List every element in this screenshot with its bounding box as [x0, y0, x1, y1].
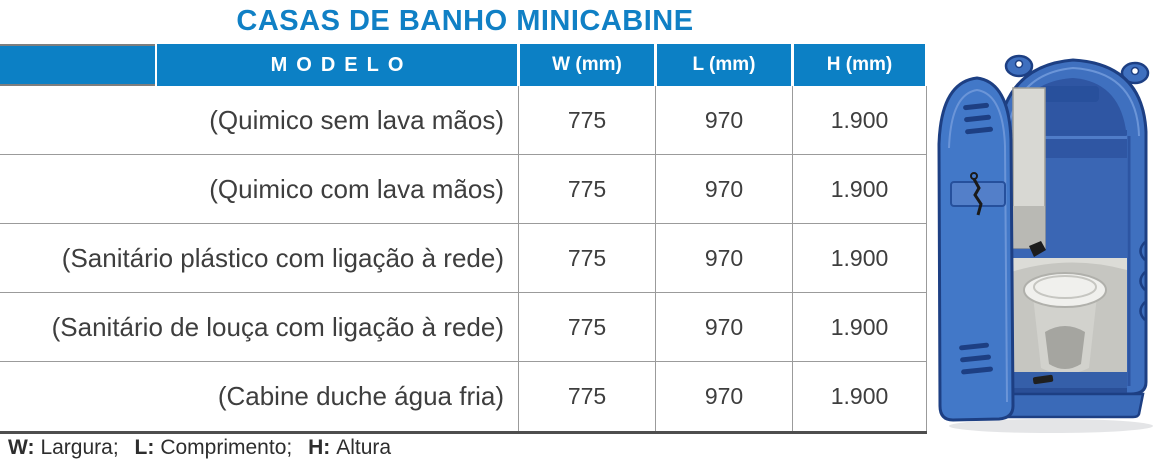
h-cell: 1.900 — [792, 86, 927, 154]
table-row: (Quimico sem lava mãos) 775 970 1.900 — [0, 86, 927, 155]
table-row: (Sanitário plástico com ligação à rede) … — [0, 224, 927, 293]
l-cell: 970 — [655, 86, 792, 154]
spec-table-body: (Quimico sem lava mãos) 775 970 1.900 (Q… — [0, 86, 927, 434]
header-cell-modelo: MODELO — [157, 44, 517, 86]
door-latch-icon — [950, 172, 1006, 216]
model-cell: (Sanitário de louça com ligação à rede) — [51, 311, 504, 342]
h-cell: 1.900 — [792, 362, 927, 431]
header-cell-w: W (mm) — [520, 44, 654, 86]
w-cell: 775 — [518, 155, 655, 223]
w-cell: 775 — [518, 86, 655, 154]
model-cell: (Quimico sem lava mãos) — [209, 104, 504, 135]
h-cell: 1.900 — [792, 155, 927, 223]
header-cell-l: L (mm) — [657, 44, 791, 86]
legend-l-text: Comprimento; — [160, 436, 293, 459]
l-cell: 970 — [655, 224, 792, 292]
model-cell: (Cabine duche água fria) — [217, 381, 504, 411]
h-cell: 1.900 — [792, 224, 927, 292]
l-cell: 970 — [655, 293, 792, 361]
legend-l-label: L: — [134, 436, 155, 459]
legend-h-label: H: — [308, 436, 331, 459]
water-tank-icon — [1012, 87, 1046, 257]
h-cell: 1.900 — [792, 293, 927, 361]
minicabine-photo — [937, 54, 1153, 433]
door-vents-top-icon — [963, 102, 993, 135]
header-left-segment — [0, 44, 155, 86]
legend-w-label: W: — [8, 436, 35, 459]
table-row: (Quimico com lava mãos) 775 970 1.900 — [0, 155, 927, 224]
legend: W: Largura; L: Comprimento; H: Altura — [8, 436, 401, 460]
cabin-door — [937, 76, 1015, 422]
w-cell: 775 — [518, 362, 655, 431]
header-cell-h: H (mm) — [794, 44, 925, 86]
legend-h-text: Altura — [336, 436, 392, 459]
lifting-lugs-icon — [1004, 54, 1150, 85]
table-header-row: MODELO W (mm) L (mm) H (mm) — [0, 44, 927, 86]
l-cell: 970 — [655, 155, 792, 223]
model-cell: (Sanitário plástico com ligação à rede) — [61, 242, 504, 273]
toilet-icon — [1023, 272, 1107, 374]
ground-shadow — [949, 419, 1153, 433]
w-cell: 775 — [518, 293, 655, 361]
model-cell: (Quimico com lava mãos) — [209, 173, 504, 204]
table-row: (Cabine duche água fria) 775 970 1.900 — [0, 362, 927, 431]
legend-w-text: Largura; — [40, 436, 119, 459]
page-title: CASAS DE BANHO MINICABINE — [236, 5, 694, 37]
w-cell: 775 — [518, 224, 655, 292]
door-vents-bottom-icon — [959, 342, 993, 375]
cabin-interior — [1011, 78, 1127, 394]
l-cell: 970 — [655, 362, 792, 431]
table-row: (Sanitário de louça com ligação à rede) … — [0, 293, 927, 362]
